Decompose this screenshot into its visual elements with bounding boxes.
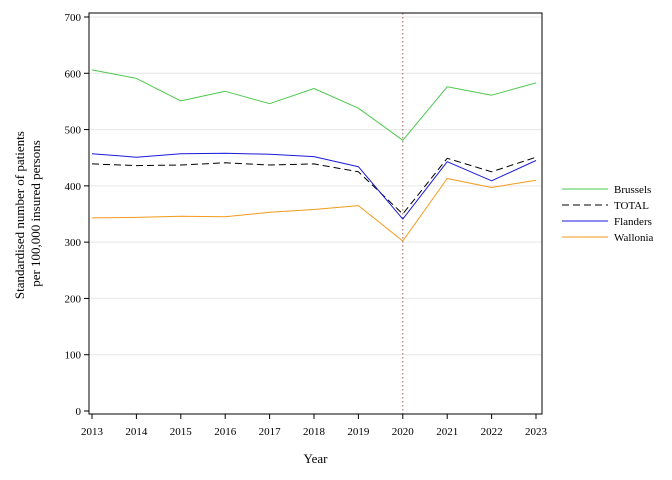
series-line-wallonia (91, 178, 537, 242)
x-tick-label: 2016 (214, 426, 237, 438)
x-tick-label: 2020 (392, 426, 415, 438)
x-tick-label: 2019 (347, 426, 370, 438)
legend-label-flanders: Flanders (614, 216, 652, 228)
y-axis-title: Standardised number of patients per 100,… (12, 128, 43, 299)
y-tick-label: 300 (65, 237, 82, 249)
x-tick-label: 2022 (481, 426, 503, 438)
x-tick-label: 2023 (525, 426, 548, 438)
series-line-flanders (91, 152, 537, 220)
x-tick-label: 2015 (170, 426, 193, 438)
y-tick-label: 400 (65, 181, 82, 193)
series-line-brussels (91, 69, 537, 141)
y-axis-title-line-1: Standardised number of patients (12, 131, 27, 299)
series-line-total (91, 156, 537, 215)
x-axis-title: Year (304, 451, 329, 466)
y-tick-label: 600 (65, 68, 82, 80)
series-layer (91, 69, 537, 242)
grid-lines (89, 16, 542, 356)
y-tick-label: 500 (65, 125, 82, 137)
x-tick-label: 2014 (125, 426, 148, 438)
y-tick-label: 0 (76, 406, 82, 418)
y-axis-title-line-2: per 100,000 insured persons (28, 140, 43, 287)
legend: Brussels TOTAL Flanders Wallonia (562, 184, 654, 244)
y-axis: 0 100 200 300 400 500 600 700 (65, 12, 89, 418)
x-tick-label: 2013 (81, 426, 104, 438)
legend-label-wallonia: Wallonia (614, 232, 654, 244)
x-tick-label: 2018 (303, 426, 326, 438)
x-tick-label: 2017 (259, 426, 282, 438)
y-tick-label: 700 (65, 12, 82, 24)
legend-label-brussels: Brussels (614, 184, 651, 196)
x-tick-label: 2021 (436, 426, 458, 438)
y-tick-label: 200 (65, 293, 82, 305)
y-tick-label: 100 (65, 350, 82, 362)
x-axis: 2013 2014 2015 2016 2017 2018 2019 2020 2021 2022… (81, 414, 548, 438)
plot-frame (88, 12, 543, 415)
legend-label-total: TOTAL (614, 200, 649, 212)
